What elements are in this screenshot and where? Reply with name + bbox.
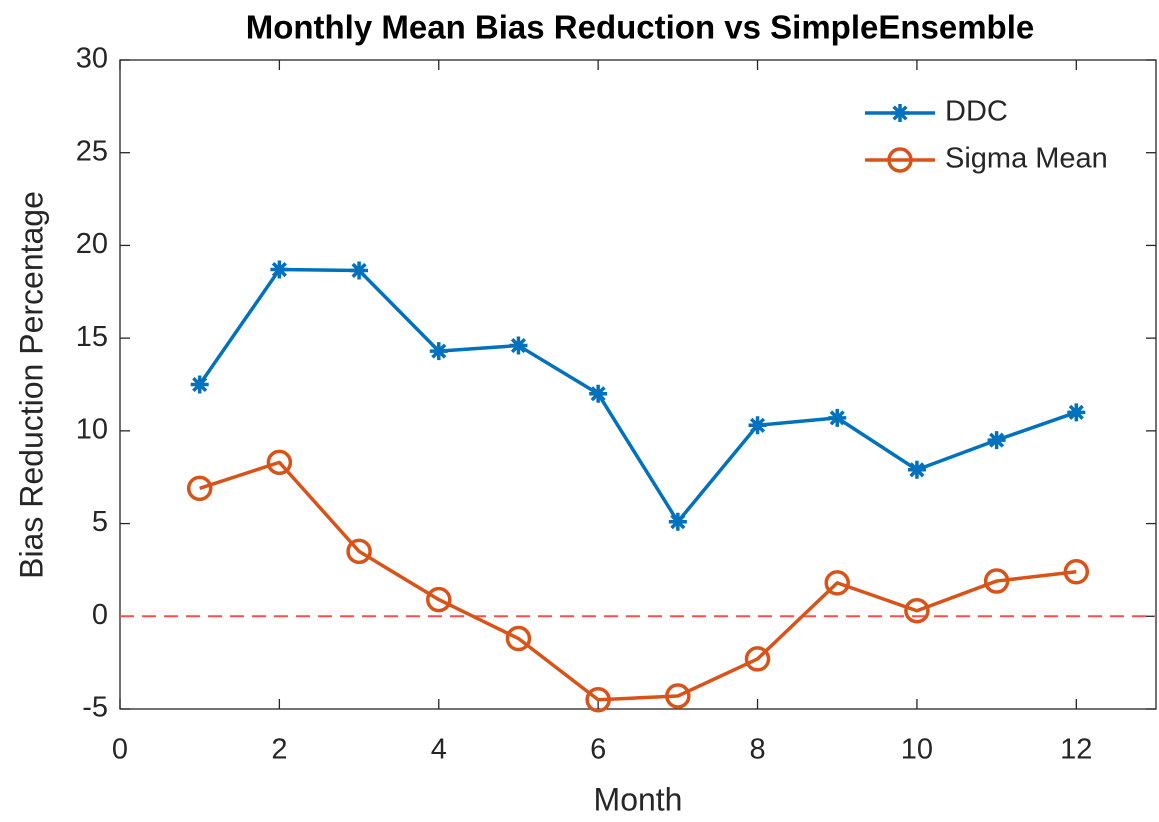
y-tick-label: 25 — [76, 135, 108, 167]
data-point — [270, 260, 289, 279]
data-point — [350, 261, 369, 280]
data-point — [429, 342, 448, 361]
data-point — [585, 686, 611, 713]
x-tick-label: 12 — [1060, 734, 1092, 766]
series-line — [199, 460, 1077, 702]
data-point — [186, 475, 213, 502]
y-axis-label: Bias Reduction Percentage — [13, 191, 49, 579]
y-tick-label: 10 — [76, 414, 108, 446]
data-point — [509, 336, 528, 355]
x-tick-label: 2 — [271, 734, 287, 766]
legend-marker — [887, 147, 913, 173]
data-point — [665, 683, 691, 709]
data-point — [904, 597, 930, 624]
x-tick-label: 10 — [901, 734, 933, 766]
data-point — [1067, 403, 1086, 422]
chart-title: Monthly Mean Bias Reduction vs SimpleEns… — [246, 9, 1035, 46]
data-point — [266, 449, 293, 476]
data-point — [824, 570, 850, 596]
x-tick-label: 6 — [590, 734, 606, 766]
y-tick-label: 15 — [76, 321, 108, 353]
data-point — [983, 568, 1010, 594]
plot-area — [119, 59, 1157, 710]
y-tick-label: 30 — [76, 43, 108, 75]
x-tick-label: 0 — [112, 734, 128, 766]
data-point — [589, 384, 608, 403]
data-point — [190, 375, 209, 394]
legend-marker — [891, 104, 909, 122]
data-point — [426, 586, 452, 613]
data-point — [748, 416, 767, 435]
data-point — [828, 408, 847, 427]
data-point — [668, 512, 687, 531]
x-tick-label: 8 — [749, 734, 765, 766]
x-tick-label: 4 — [431, 734, 447, 766]
y-tick-label: 5 — [92, 506, 108, 538]
y-tick-label: 20 — [76, 228, 108, 260]
y-tick-label: 0 — [92, 599, 108, 631]
data-point — [346, 538, 372, 565]
data-point — [1063, 559, 1090, 585]
x-axis-label: Month — [594, 781, 683, 817]
data-point — [744, 646, 771, 672]
series-line — [198, 267, 1077, 524]
legend-label: Sigma Mean — [945, 143, 1108, 175]
data-point — [907, 460, 926, 479]
legend-label: DDC — [945, 96, 1008, 128]
data-point — [987, 431, 1006, 450]
data-point — [505, 625, 532, 652]
y-tick-label: -5 — [82, 692, 108, 724]
